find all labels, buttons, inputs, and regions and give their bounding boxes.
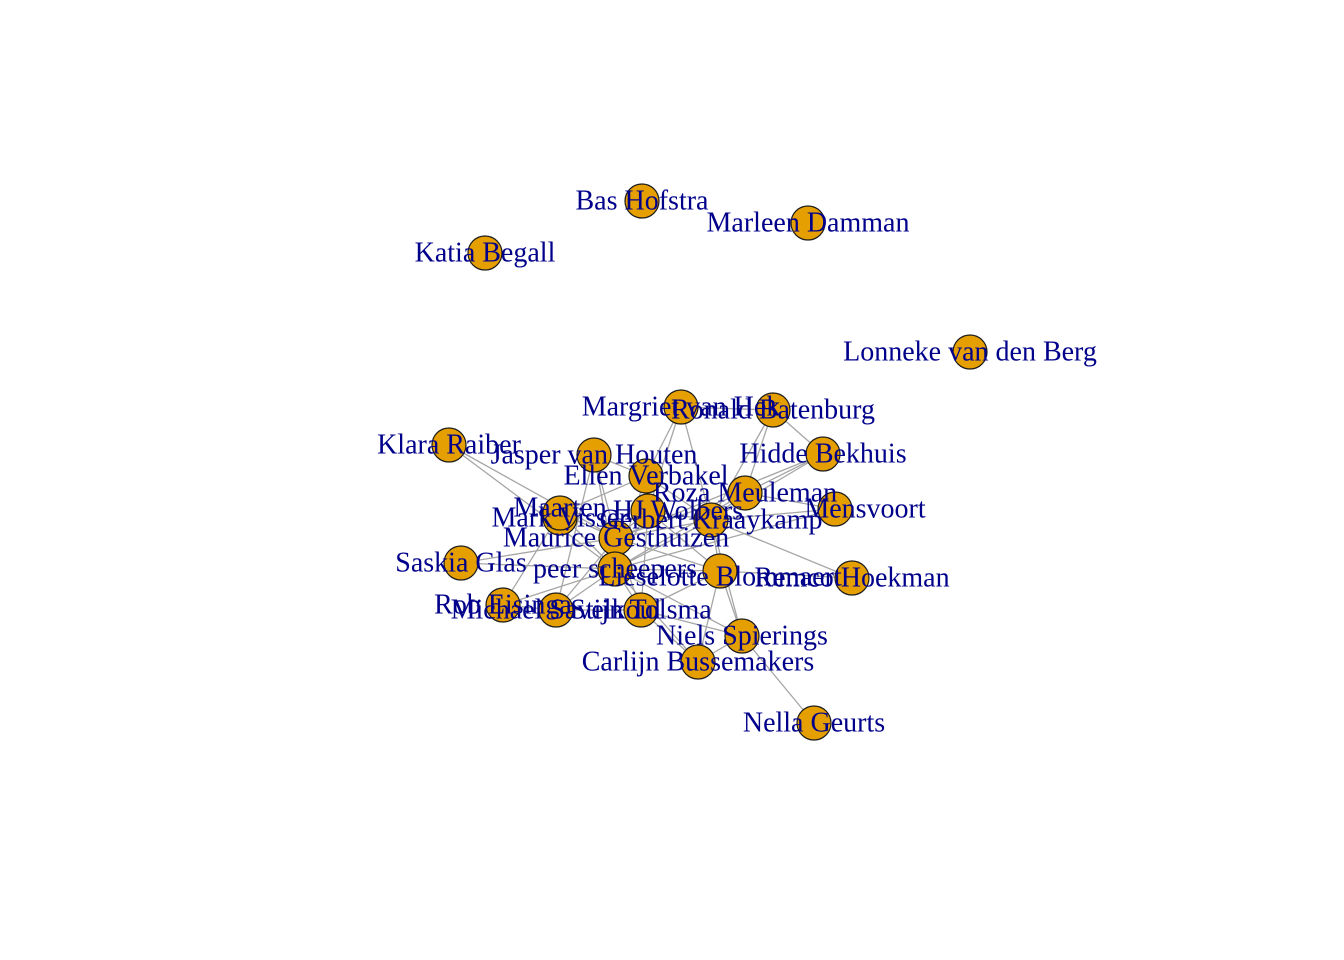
node-stijn[interactable] <box>623 592 659 628</box>
node-niels[interactable] <box>724 618 760 654</box>
node-label-klara: Klara Raiber <box>377 430 521 461</box>
node-remco[interactable] <box>834 560 870 596</box>
node-marleen[interactable] <box>790 205 826 241</box>
edge-gerbert-remco <box>710 519 853 579</box>
edge-hidde-gerbert <box>710 453 824 521</box>
node-jasper[interactable] <box>576 437 612 473</box>
node-vanmensvoort[interactable] <box>817 491 853 527</box>
node-ellen[interactable] <box>628 458 664 494</box>
node-label-ronald: Ronald Batenburg <box>671 395 875 426</box>
edge-gerbert-vanmensvoort <box>710 508 836 521</box>
node-ronald[interactable] <box>755 392 791 428</box>
node-label-roza: Roza Meuleman <box>653 478 837 509</box>
node-label-marleen: Marleen Damman <box>707 208 910 239</box>
node-label-niels: Niels Spierings <box>656 621 828 652</box>
node-lieselotte[interactable] <box>702 553 738 589</box>
node-michael[interactable] <box>538 592 574 628</box>
node-label-gerbert: Gerbert Kraaykamp <box>599 505 822 536</box>
edge-margriet-hj <box>647 406 682 512</box>
node-label-peer: peer scheepers <box>533 554 697 585</box>
node-roza[interactable] <box>727 475 763 511</box>
edge-peer-rob <box>502 568 616 606</box>
edge-jasper-michael <box>555 454 595 611</box>
node-peer[interactable] <box>597 551 633 587</box>
node-maarten[interactable] <box>542 495 578 531</box>
edge-gerbert-peer <box>614 519 712 570</box>
node-lonneke[interactable] <box>952 334 988 370</box>
node-label-hidde: Hidde Bekhuis <box>739 439 906 470</box>
node-label-hj: HJ Wolbers <box>613 496 743 527</box>
edge-saskia-peer <box>460 562 616 570</box>
node-label-margriet: Margriet van Hek <box>582 392 781 423</box>
node-label-jasper: Jasper van Houten <box>491 440 698 471</box>
edge-roza-peer <box>614 492 746 570</box>
node-katia[interactable] <box>467 235 503 271</box>
node-rob[interactable] <box>485 587 521 623</box>
node-label-saskia: Saskia Glas <box>395 548 526 579</box>
node-nella[interactable] <box>796 705 832 741</box>
node-margriet[interactable] <box>663 389 699 425</box>
edge-lieselotte-remco <box>719 570 853 579</box>
edge-niels-nella <box>741 635 815 724</box>
node-label-stijn: Stijn Tolsma <box>570 595 712 626</box>
node-label-rob: Rob Eisinga <box>434 590 572 621</box>
node-gerbert[interactable] <box>693 502 729 538</box>
node-hidde[interactable] <box>805 436 841 472</box>
edge-klara-peer <box>448 444 616 570</box>
edge-peer-niels <box>614 568 743 637</box>
node-bas[interactable] <box>624 183 660 219</box>
node-label-remco: Remco Hoekman <box>754 563 949 594</box>
edge-maurice-saskia <box>460 537 617 564</box>
node-saskia[interactable] <box>443 545 479 581</box>
node-klara[interactable] <box>431 427 467 463</box>
node-layer <box>431 183 988 741</box>
node-label-carlijn: Carlijn Bussemakers <box>582 647 815 678</box>
node-label-ellen: Ellen Verbakel <box>563 461 728 492</box>
node-label-lieselotte: Lieselotte Blommaert <box>598 562 842 593</box>
node-label-maarten: Maarten <box>513 493 606 524</box>
edge-klara-maurice <box>448 444 617 539</box>
node-label-maurice: Maurice Gesthuizen <box>503 523 729 554</box>
node-label-bas: Bas Hofstra <box>576 186 710 217</box>
node-label-katia: Katia Begall <box>415 238 556 269</box>
node-label-mark: Mark Visser <box>491 503 629 534</box>
node-label-michael: Michael Savelkoul <box>451 595 662 626</box>
node-label-vanmensvoort: Mensvoort <box>804 494 926 525</box>
node-label-nella: Nella Geurts <box>743 708 885 739</box>
node-label-lonneke: Lonneke van den Berg <box>843 337 1097 368</box>
node-carlijn[interactable] <box>680 644 716 680</box>
node-hj[interactable] <box>630 493 666 529</box>
edge-peer-vanmensvoort <box>614 508 836 570</box>
